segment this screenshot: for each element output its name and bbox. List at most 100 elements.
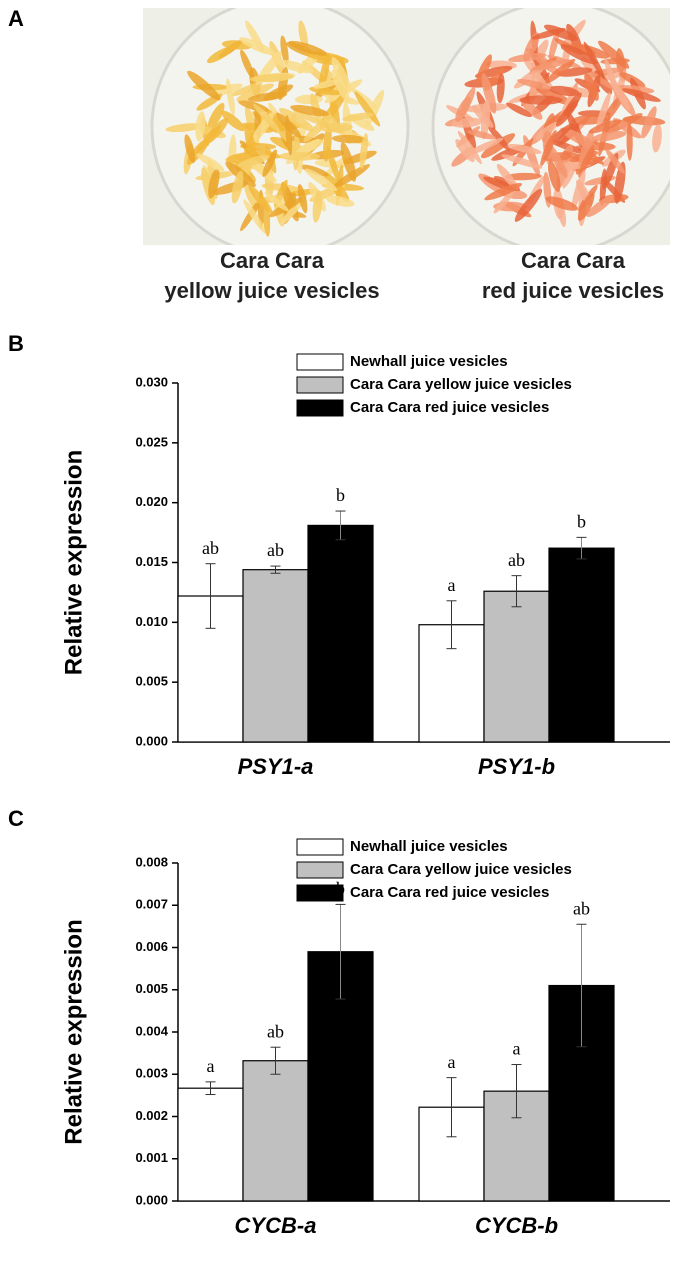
vesicle — [278, 108, 315, 132]
y-tick-label: 0.000 — [135, 1192, 168, 1207]
vesicle — [519, 95, 563, 105]
significance-letter: ab — [202, 538, 219, 558]
vesicle — [626, 122, 633, 161]
vesicle — [481, 73, 497, 114]
y-tick-label: 0.020 — [135, 494, 168, 509]
vesicle — [333, 164, 371, 188]
significance-letter: a — [448, 1052, 456, 1072]
vesicle — [237, 154, 270, 168]
vesicle — [236, 83, 274, 102]
caption: Cara Cara — [521, 248, 626, 273]
vesicle — [613, 118, 642, 139]
vesicle — [226, 78, 235, 116]
vesicle — [544, 24, 578, 41]
y-tick-label: 0.002 — [135, 1108, 168, 1123]
vesicle — [622, 88, 661, 102]
vesicle — [240, 49, 255, 79]
vesicle — [244, 182, 259, 210]
y-axis-title: Relative expression — [60, 450, 87, 675]
vesicle — [563, 92, 582, 116]
vesicle — [578, 129, 594, 168]
legend-label: Newhall juice vesicles — [350, 353, 508, 370]
vesicle — [652, 124, 662, 153]
vesicle — [496, 73, 505, 104]
vesicle — [504, 172, 542, 181]
vesicle — [262, 201, 271, 237]
vesicle — [298, 20, 308, 50]
vesicle — [279, 151, 321, 161]
vesicle — [484, 183, 523, 201]
vesicle — [596, 92, 611, 131]
vesicle — [514, 188, 543, 222]
vesicle — [325, 195, 355, 207]
vesicle — [203, 117, 229, 145]
vesicle — [239, 37, 276, 56]
panel-label: A — [8, 6, 24, 31]
vesicle — [231, 82, 263, 97]
legend-swatch — [296, 399, 344, 417]
vesicle — [253, 103, 280, 132]
bar — [483, 590, 550, 743]
significance-letter: b — [336, 485, 345, 505]
vesicle — [196, 153, 225, 172]
vesicle — [588, 119, 622, 134]
vesicle — [331, 69, 350, 103]
vesicle — [501, 154, 543, 169]
bar — [242, 1060, 309, 1202]
legend-label: Cara Cara red juice vesicles — [350, 399, 549, 416]
y-tick-label: 0.005 — [135, 674, 168, 689]
panel-label: C — [8, 806, 24, 831]
vesicle — [359, 133, 369, 169]
bar — [177, 1087, 244, 1202]
y-tick-label: 0.008 — [135, 854, 168, 869]
vesicle — [326, 146, 341, 185]
y-tick-label: 0.030 — [135, 374, 168, 389]
vesicle — [276, 112, 302, 138]
vesicle — [249, 73, 294, 83]
vesicle — [187, 70, 221, 101]
vesicle — [584, 73, 599, 101]
juice-vesicles — [165, 19, 666, 237]
vesicle — [364, 89, 385, 128]
x-tick-label: CYCB-b — [475, 1213, 558, 1238]
y-tick-label: 0.010 — [135, 614, 168, 629]
significance-letter: a — [448, 575, 456, 595]
vesicle — [288, 40, 328, 56]
legend-swatch — [296, 353, 344, 371]
vesicle — [535, 86, 573, 106]
vesicle — [560, 44, 598, 65]
vesicle — [600, 93, 625, 126]
vesicle — [165, 123, 205, 133]
vesicle — [321, 110, 342, 134]
legend-swatch — [296, 376, 344, 394]
vesicle — [206, 46, 233, 64]
vesicle — [304, 168, 338, 191]
legend-swatch — [296, 838, 344, 856]
vesicle — [195, 111, 206, 142]
vesicle — [467, 130, 497, 140]
legend-label: Cara Cara yellow juice vesicles — [350, 861, 572, 878]
vesicle — [221, 110, 245, 132]
significance-letter: ab — [508, 550, 525, 570]
vesicle — [297, 184, 308, 214]
vesicle — [507, 143, 542, 154]
vesicle — [262, 149, 278, 177]
bar — [307, 524, 374, 743]
significance-letter: ab — [267, 540, 284, 560]
significance-letter: a — [513, 1039, 521, 1059]
vesicle — [331, 134, 367, 144]
vesicle — [208, 168, 220, 199]
vesicle — [548, 85, 580, 97]
vesicle — [243, 199, 266, 234]
vesicle — [244, 124, 257, 161]
y-tick-label: 0.006 — [135, 939, 168, 954]
legend-swatch — [296, 861, 344, 879]
caption: Cara Cara — [220, 248, 325, 273]
y-tick-label: 0.003 — [135, 1066, 168, 1081]
significance-letter: a — [207, 1056, 215, 1076]
x-tick-label: PSY1-b — [478, 754, 555, 779]
y-tick-label: 0.025 — [135, 434, 168, 449]
significance-letter: ab — [573, 898, 590, 918]
vesicle — [571, 170, 586, 210]
vesicle — [480, 133, 516, 159]
